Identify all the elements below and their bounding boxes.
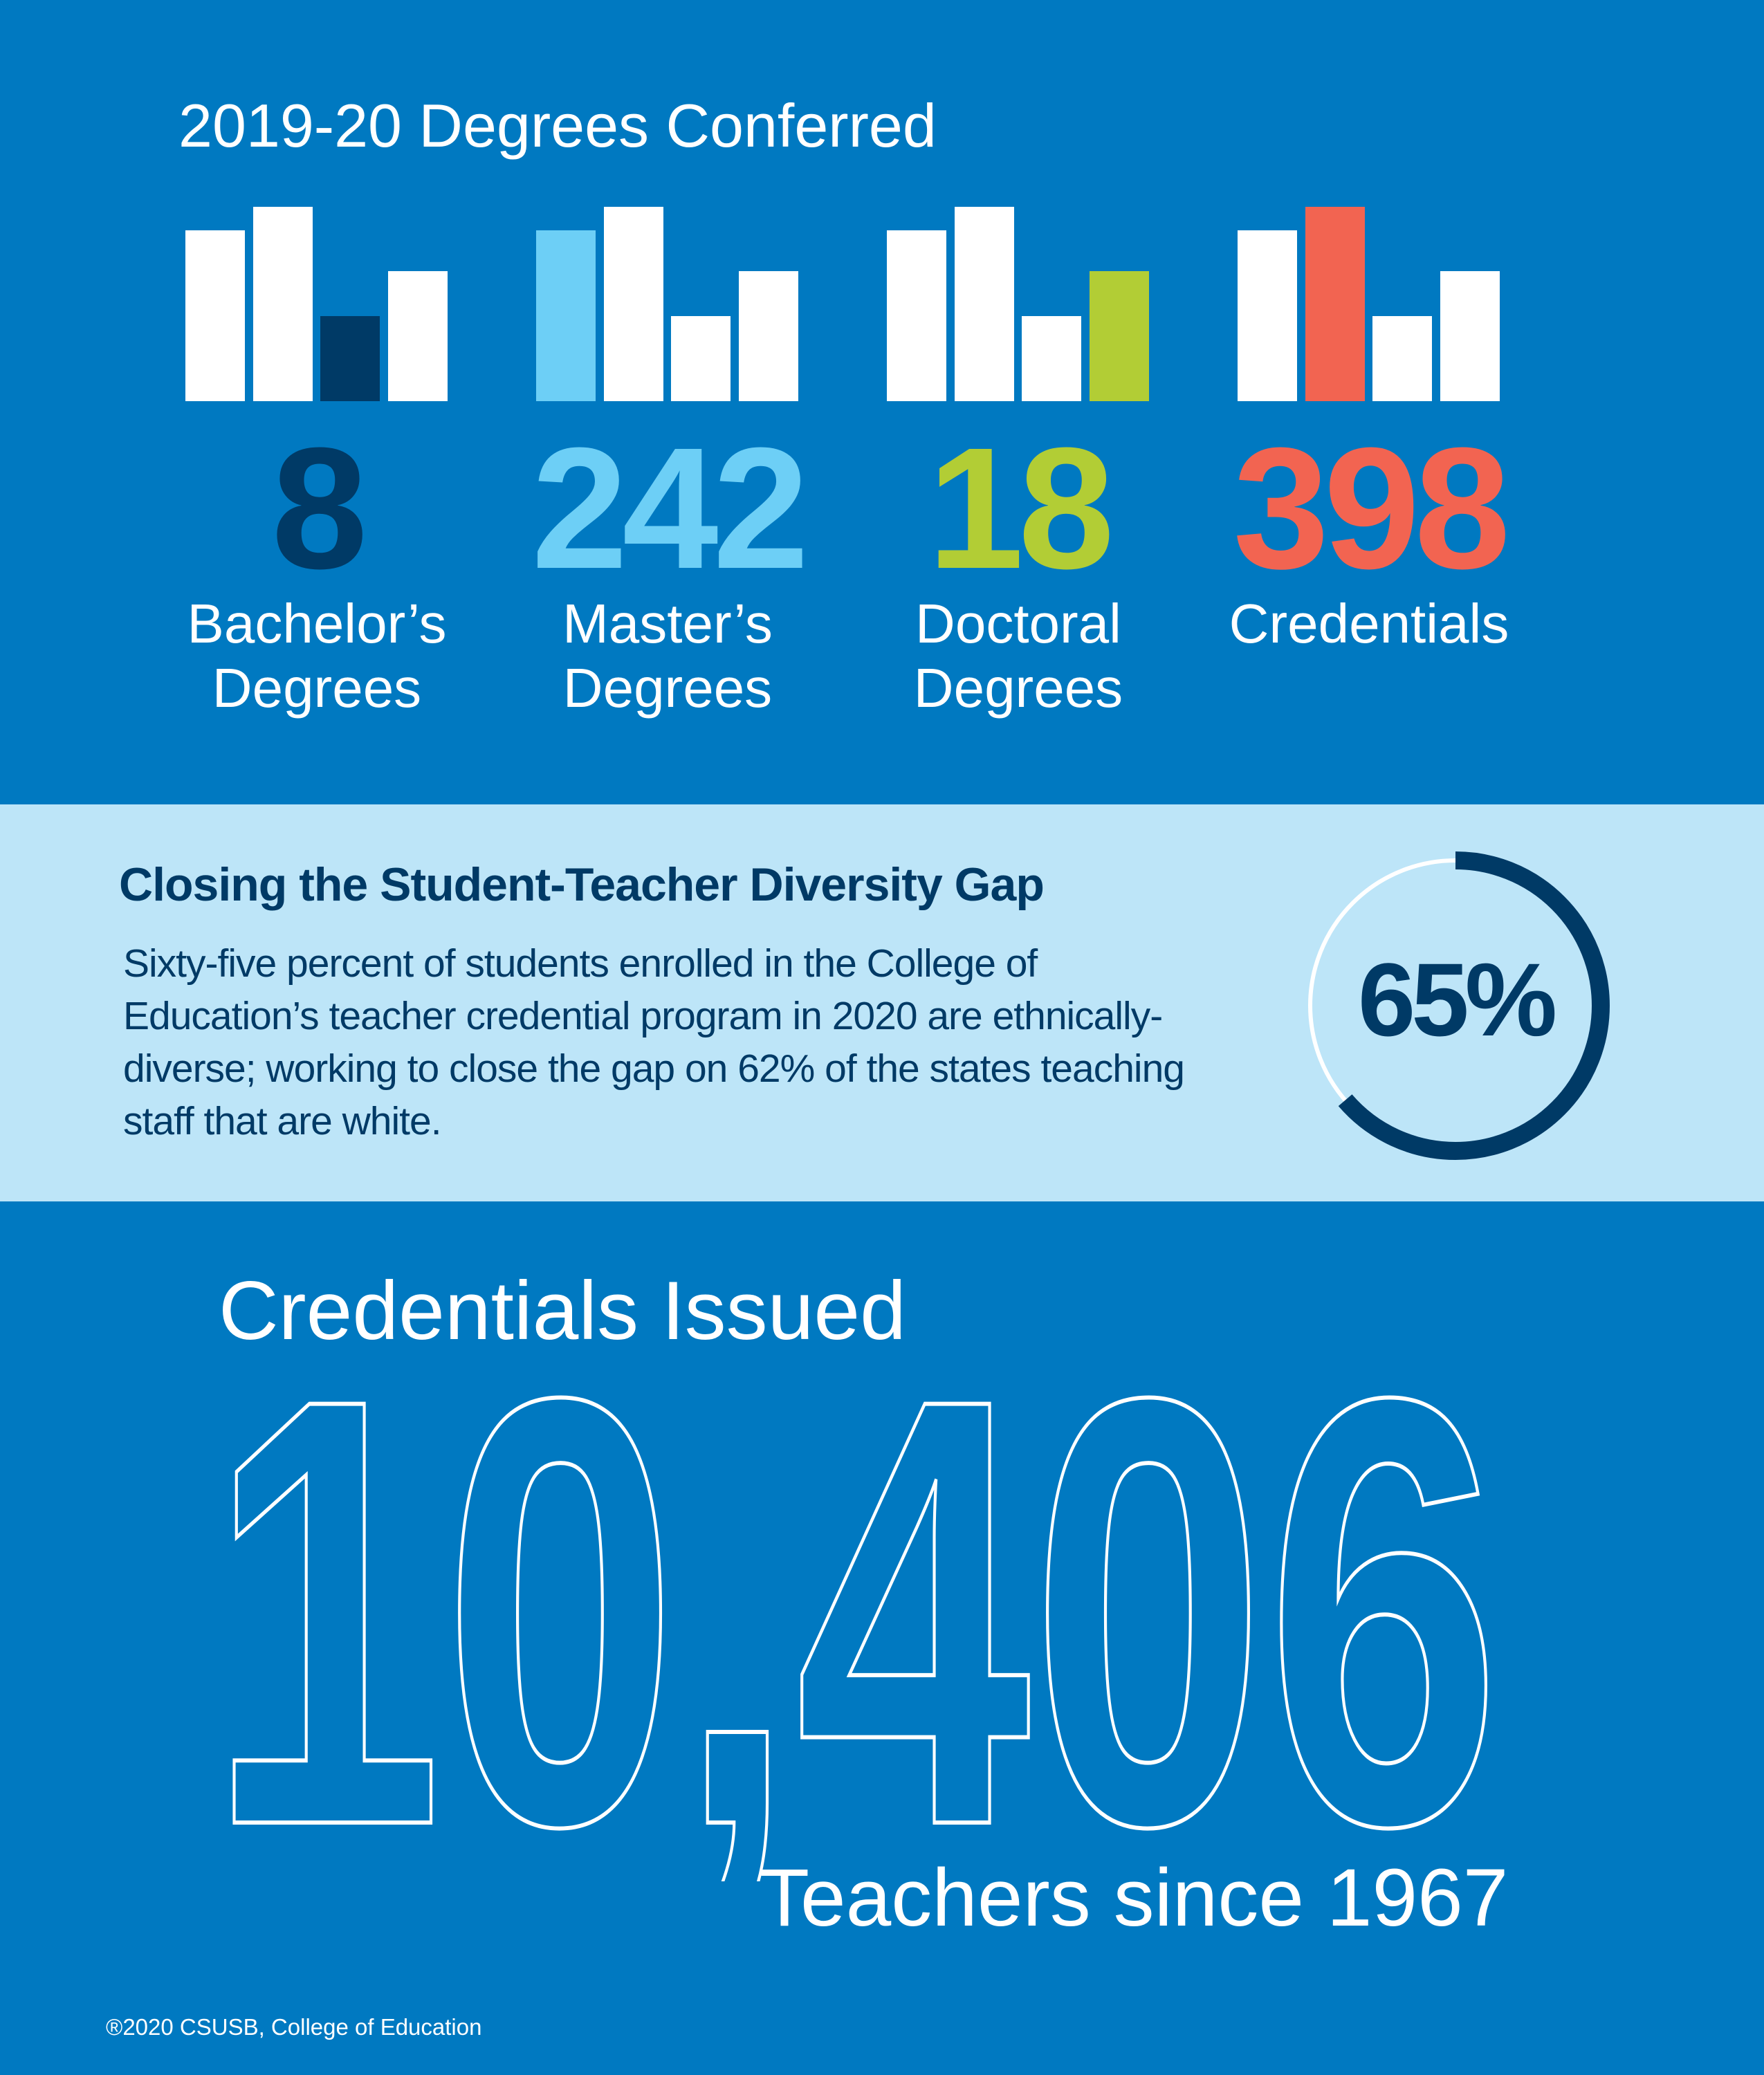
degree-label-line: Master’s xyxy=(562,593,773,654)
bar-icon-bar xyxy=(604,207,663,401)
diversity-section xyxy=(0,804,1764,1201)
bar-icon xyxy=(887,201,1150,401)
degree-count: 18 xyxy=(927,412,1114,605)
bar-icon-bar xyxy=(1238,230,1297,401)
credentials-subtitle: Teachers since 1967 xyxy=(760,1852,1509,1944)
bar-icon-bar xyxy=(955,207,1014,401)
bar-icon-bar xyxy=(671,316,731,401)
diversity-paragraph: Sixty-five percent of students enrolled … xyxy=(123,941,1185,1143)
bar-icon xyxy=(536,201,799,401)
degree-count: 398 xyxy=(1233,412,1510,605)
bar-icon-bar xyxy=(739,271,798,401)
percent-ring xyxy=(1301,851,1610,1160)
bar-icon-bar xyxy=(253,207,313,401)
bar-icon xyxy=(185,201,448,401)
page-title: 2019-20 Degrees Conferred xyxy=(178,91,937,160)
credentials-total: 10,406 xyxy=(205,1370,1503,1881)
bar-icon-bar xyxy=(1372,316,1432,401)
bar-icon-bar xyxy=(1305,207,1365,401)
degree-label-line: Doctoral xyxy=(915,593,1121,654)
bar-icon-bar xyxy=(1022,316,1081,401)
degree-count: 242 xyxy=(531,412,809,605)
degree-label-line: Degrees xyxy=(913,657,1123,719)
degree-label: Bachelor’s Degrees xyxy=(144,591,490,720)
bar-icon-bar xyxy=(887,230,946,401)
bar-icon-bar xyxy=(1440,271,1500,401)
credentials-total-number: 10,406 xyxy=(208,1370,1501,1881)
bar-icon-bar xyxy=(388,271,448,401)
degree-label-line: Credentials xyxy=(1229,593,1509,654)
bar-icon-bar xyxy=(536,230,596,401)
bar-icon-bar xyxy=(185,230,245,401)
degree-count: 8 xyxy=(271,412,367,605)
degree-label-line: Degrees xyxy=(562,657,773,719)
credentials-title: Credentials Issued xyxy=(219,1264,906,1357)
degree-label: Credentials xyxy=(1196,591,1542,656)
footer-copyright: ®2020 CSUSB, College of Education xyxy=(106,2014,482,2040)
diversity-heading: Closing the Student-Teacher Diversity Ga… xyxy=(119,858,1045,911)
bar-icon-bar xyxy=(320,316,380,401)
degree-label-line: Bachelor’s xyxy=(187,593,447,654)
ring-progress-arc xyxy=(1301,851,1610,1160)
degree-label-line: Degrees xyxy=(212,657,422,719)
bar-icon xyxy=(1238,201,1500,401)
degree-label: Master’s Degrees xyxy=(495,591,840,720)
bar-icon-bar xyxy=(1090,271,1149,401)
degree-label: Doctoral Degrees xyxy=(845,591,1191,720)
percent-label: 65% xyxy=(1357,941,1557,1058)
